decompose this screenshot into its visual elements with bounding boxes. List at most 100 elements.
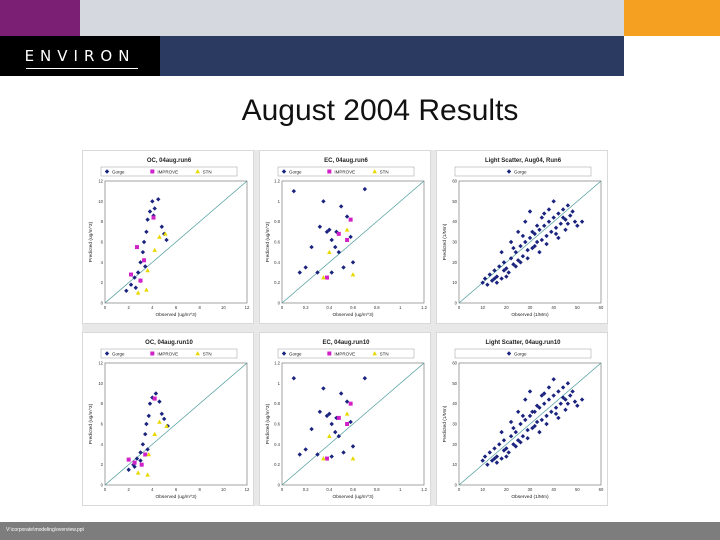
data-point — [336, 249, 341, 255]
data-point — [327, 411, 332, 417]
data-point — [159, 411, 164, 417]
data-point — [544, 421, 549, 427]
legend-entry: Gorge — [112, 170, 125, 175]
legend-marker — [327, 169, 332, 174]
data-point — [135, 270, 141, 275]
legend-marker — [327, 351, 332, 356]
data-point — [135, 470, 141, 475]
data-point — [126, 467, 131, 472]
data-point — [350, 444, 356, 449]
data-point — [518, 243, 523, 249]
data-point — [147, 401, 153, 406]
data-point — [350, 456, 356, 461]
chart-panel-6: Light Scatter, 04aug.run10 Gorge 0 10 20 30 40… — [436, 332, 608, 506]
data-point — [492, 456, 497, 461]
y-tick-label: 60 — [452, 179, 457, 184]
legend-box — [100, 166, 238, 177]
footer-bar: V:\corporate\modeling\overview.ppt — [0, 522, 720, 540]
data-point — [129, 272, 134, 277]
data-point — [336, 231, 341, 236]
y-tick-label: 0.2 — [274, 462, 280, 467]
data-point — [138, 278, 143, 283]
data-point — [497, 264, 502, 269]
y-tick-label: 1.2 — [274, 179, 280, 184]
data-point — [291, 188, 297, 194]
x-tick-label: 8 — [198, 305, 201, 310]
data-point — [303, 265, 308, 270]
data-point — [345, 237, 350, 242]
data-point — [348, 401, 353, 406]
y-tick-label: 10 — [98, 199, 103, 204]
data-point — [499, 276, 504, 281]
data-point — [530, 409, 535, 414]
chart-panel-2: EC, 04aug.run6 Gorge IMPROVE STN 0 0.2 0.4 0.6 0… — [259, 150, 431, 324]
y-tick-label: 1 — [278, 381, 281, 386]
y-tick-label: 30 — [452, 422, 457, 427]
data-point — [527, 209, 533, 214]
data-point — [537, 405, 542, 410]
data-point — [345, 422, 350, 426]
data-point — [341, 265, 346, 270]
legend-marker — [150, 351, 155, 356]
chart-panel-1: OC, 04aug.run6 Gorge IMPROVE STN 0 2 4 6 8 10 12 0 2… — [82, 150, 254, 324]
x-tick-label: 0.6 — [350, 487, 356, 492]
y-axis-label: Predicted (ug/m^3) — [88, 221, 94, 262]
scatter-chart: EC, 04aug.run10 Gorge IMPROVE STN 0 0.2 0.4 0.6… — [265, 340, 428, 500]
x-axis-label: Observed (ug/m^3) — [156, 312, 197, 318]
x-tick-label: 4 — [151, 487, 154, 492]
data-point — [317, 409, 323, 414]
data-point — [321, 275, 326, 280]
x-tick-label: 0.4 — [326, 487, 332, 492]
one-to-one-line — [104, 362, 248, 486]
x-tick-label: 40 — [551, 487, 556, 492]
x-tick-label: 50 — [575, 487, 580, 492]
header-band-orange — [624, 0, 720, 36]
y-tick-label: 40 — [452, 219, 457, 224]
data-point — [321, 386, 326, 391]
x-axis-label: Observed (1/Mm) — [511, 494, 549, 500]
data-point — [132, 464, 137, 469]
x-tick-label: 12 — [245, 487, 250, 492]
legend-entry: IMPROVE — [334, 170, 355, 175]
y-tick-label: 8 — [101, 401, 104, 406]
data-point — [152, 396, 157, 401]
data-point — [153, 391, 159, 396]
data-point — [144, 421, 149, 427]
data-point — [344, 411, 350, 416]
data-point — [156, 197, 161, 202]
data-point — [157, 419, 162, 424]
y-tick-label: 0.4 — [274, 260, 280, 265]
data-point — [145, 217, 150, 222]
data-point — [163, 231, 168, 236]
data-point — [513, 444, 518, 449]
y-tick-label: 20 — [452, 260, 457, 265]
x-tick-label: 1 — [399, 305, 402, 310]
legend-marker — [195, 169, 200, 174]
data-point — [527, 235, 533, 241]
legend-entry: Gorge — [514, 170, 527, 175]
data-point — [501, 438, 507, 443]
data-point — [145, 447, 150, 452]
legend-marker — [372, 351, 377, 356]
chart-panel-3: Light Scatter, Aug04, Run6 Gorge 0 10 20 30 40… — [436, 150, 608, 324]
scatter-chart: Light Scatter, Aug04, Run6 Gorge 0 10 20 30 40… — [442, 158, 604, 318]
y-tick-label: 10 — [98, 381, 103, 386]
chart-title: Light Scatter, 04aug.run10 — [485, 340, 561, 346]
data-point — [482, 454, 488, 459]
data-point — [518, 421, 523, 427]
legend-marker — [506, 169, 512, 174]
data-point — [133, 285, 138, 290]
x-tick-label: 0 — [281, 305, 284, 310]
data-point — [291, 376, 297, 381]
data-point — [145, 268, 150, 273]
logo-underline — [26, 68, 138, 69]
data-point — [143, 264, 148, 269]
data-point — [327, 227, 332, 232]
data-point — [350, 260, 356, 265]
data-point — [164, 237, 169, 243]
data-point — [138, 260, 143, 265]
x-tick-label: 0.8 — [374, 487, 380, 492]
data-point — [563, 407, 568, 412]
x-tick-label: 40 — [551, 305, 556, 310]
data-point — [362, 376, 368, 381]
